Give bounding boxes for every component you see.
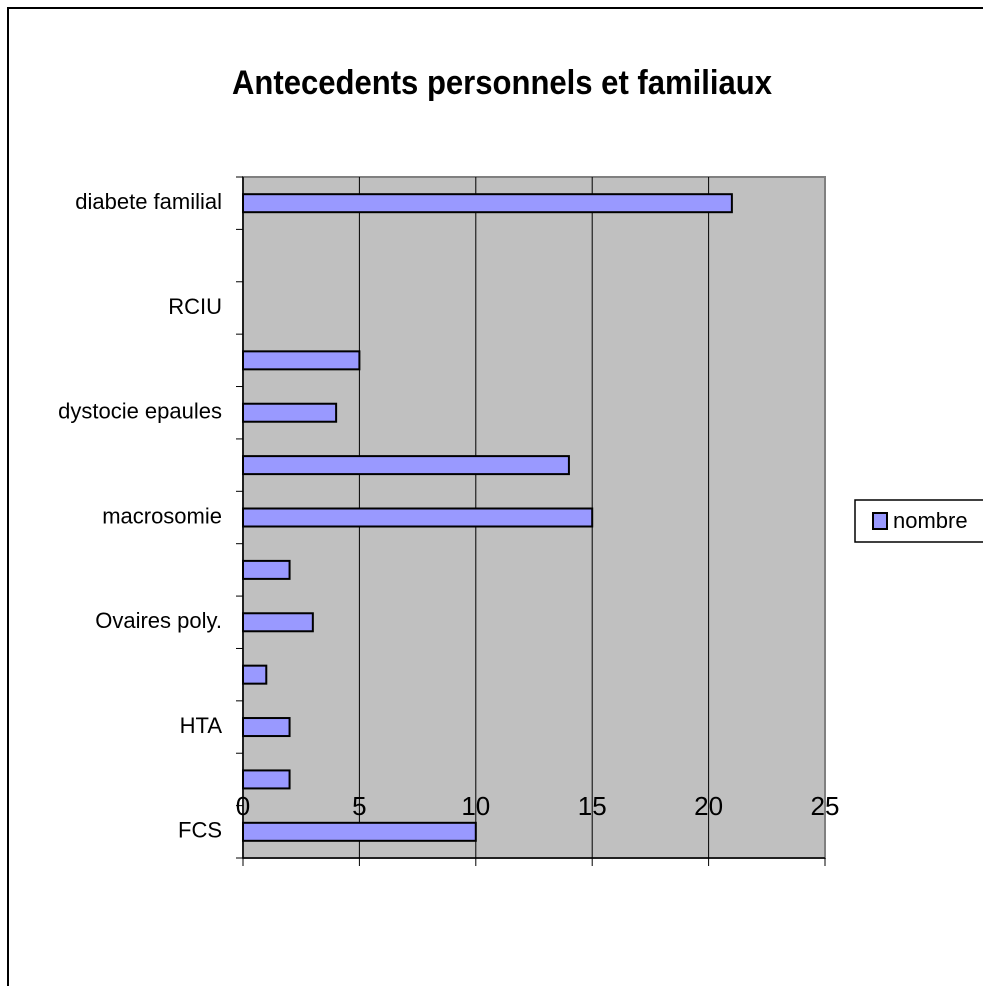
bar bbox=[242, 193, 733, 214]
x-tick-label: 20 bbox=[694, 791, 723, 821]
x-tick-label: 25 bbox=[811, 791, 840, 821]
y-tick-label: HTA bbox=[180, 713, 223, 738]
bar bbox=[242, 717, 291, 738]
bar bbox=[242, 559, 291, 580]
y-tick-label: FCS bbox=[178, 818, 222, 843]
x-tick-label: 10 bbox=[461, 791, 490, 821]
x-tick-label: 15 bbox=[578, 791, 607, 821]
bar bbox=[242, 507, 594, 528]
bar bbox=[242, 821, 477, 842]
bar bbox=[242, 402, 338, 423]
bar bbox=[242, 350, 361, 371]
y-tick-label: Ovaires poly. bbox=[95, 608, 222, 633]
bar bbox=[242, 455, 570, 476]
x-tick-label: 5 bbox=[352, 791, 366, 821]
y-tick-label: RCIU bbox=[168, 294, 222, 319]
y-tick-label: diabete familial bbox=[75, 189, 222, 214]
legend-swatch bbox=[872, 512, 888, 530]
legend-label: nombre bbox=[893, 508, 968, 533]
y-tick-label: dystocie epaules bbox=[58, 399, 222, 424]
chart-title: Antecedents personnels et familiaux bbox=[232, 64, 772, 102]
bar bbox=[242, 769, 291, 790]
bar bbox=[242, 664, 268, 685]
y-tick-label: macrosomie bbox=[102, 503, 222, 528]
bar bbox=[242, 612, 314, 633]
